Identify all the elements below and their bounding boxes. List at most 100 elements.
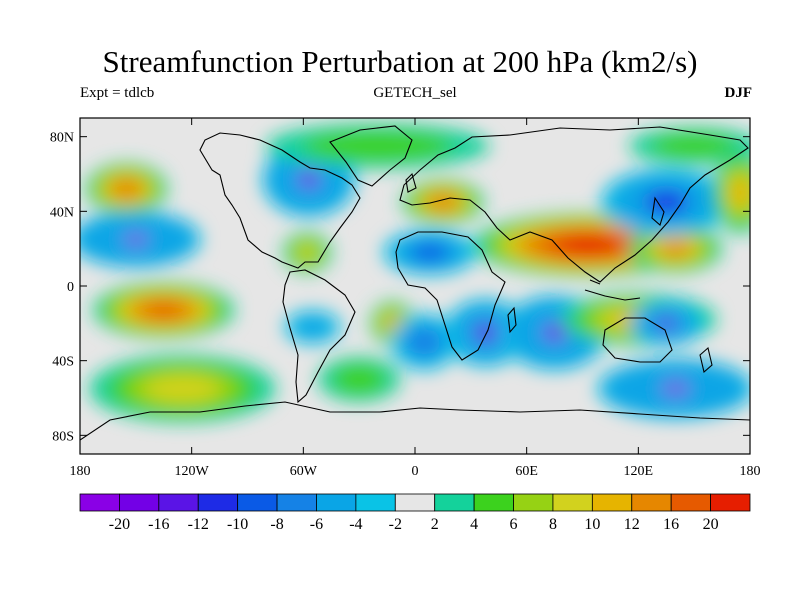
anomaly-11 (383, 230, 477, 275)
x-tick-label: 120W (175, 464, 210, 479)
colorbar-swatch (591, 493, 633, 512)
colorbar-label: 20 (703, 516, 719, 533)
contour-field (80, 123, 750, 423)
colorbar-swatch (316, 493, 357, 512)
experiment-label: Expt = tdlcb (80, 85, 155, 101)
contour-level (298, 171, 320, 188)
colorbar-swatch (79, 493, 120, 512)
colorbar-swatch (355, 493, 396, 512)
y-tick-label: 80N (50, 131, 74, 146)
colorbar-swatch (631, 493, 672, 512)
y-tick-label: 40S (52, 355, 74, 370)
indonesia-outline (584, 279, 641, 301)
contour-level (411, 243, 449, 262)
contour-level (567, 239, 609, 251)
colorbar-label: 6 (510, 516, 518, 533)
x-tick-label: 60E (515, 464, 538, 479)
eurasia-outline (399, 126, 749, 283)
contour-level (650, 133, 738, 159)
axis-ticks: 180 120W 60W 0 60E 120E 180 80N 40N 0 40S 80S (50, 118, 761, 479)
anomaly-7 (284, 310, 341, 344)
contour-level (297, 244, 317, 261)
colorbar-label: -4 (349, 516, 362, 533)
anomaly-10 (401, 179, 484, 225)
colorbar-swatch (119, 493, 160, 512)
anomaly-16 (629, 224, 723, 273)
anomaly-1 (85, 162, 168, 216)
anomaly-4 (89, 355, 276, 423)
colorbar-swatch (276, 493, 317, 512)
contour-level (661, 383, 690, 395)
contour-level (331, 364, 387, 395)
new-zealand-outline (699, 346, 713, 374)
antarctica-outline (80, 401, 750, 441)
contour-level (731, 178, 750, 207)
contour-level (662, 241, 689, 256)
anomaly-20 (597, 358, 750, 419)
dataset-label: GETECH_sel (373, 85, 457, 101)
x-tick-label: 180 (70, 464, 91, 479)
x-tick-label: 120E (624, 464, 654, 479)
colorbar-swatch (158, 493, 199, 512)
y-tick-label: 80S (52, 429, 74, 444)
madagascar-outline (507, 306, 517, 334)
colorbar-swatch (513, 493, 554, 512)
colorbar-label: 8 (549, 516, 557, 533)
colorbar-swatch (394, 493, 436, 512)
africa-outline (395, 231, 506, 361)
anomaly-22 (266, 123, 490, 169)
australia-outline (602, 317, 673, 363)
x-tick-label: 0 (412, 464, 419, 479)
colorbar-swatch (237, 493, 278, 512)
colorbar-label: -2 (389, 516, 402, 533)
greenland-outline (329, 125, 413, 187)
south-america-outline (282, 269, 356, 404)
colorbar-swatch (710, 493, 751, 512)
contour-level (116, 182, 137, 196)
colorbar-swatch (670, 493, 711, 512)
colorbar-swatch (434, 493, 475, 512)
contour-level (474, 323, 498, 343)
colorbar-label: -16 (148, 516, 169, 533)
colorbar-label: 10 (584, 516, 600, 533)
colorbar-label: -10 (227, 516, 248, 533)
colorbar-label: -20 (109, 516, 130, 533)
contour-level (145, 375, 220, 403)
season-label: DJF (724, 85, 753, 101)
anomaly-17 (601, 168, 732, 236)
contour-level (655, 316, 677, 330)
anomaly-19 (629, 300, 704, 346)
colorbar-swatch (552, 493, 593, 512)
anomaly-12 (444, 299, 527, 367)
contour-level (407, 328, 442, 356)
contour-level (123, 234, 148, 245)
japan-outline (651, 196, 665, 226)
anomaly-21 (712, 151, 750, 234)
plot-area (80, 118, 750, 454)
colorbar-label: -12 (188, 516, 209, 533)
contour-level (543, 324, 567, 341)
colorbar: -20 -16 -12 -10 -8 -6 -4 -2 2 4 6 8 10 12 16 20 (79, 493, 751, 533)
colorbar-label: 12 (624, 516, 640, 533)
uk-outline (405, 172, 417, 193)
contour-level (432, 196, 454, 208)
north-america-outline (199, 132, 361, 269)
contour-level (148, 304, 180, 317)
x-tick-label: 180 (740, 464, 761, 479)
colorbar-swatch (473, 493, 514, 512)
contour-level (303, 131, 453, 161)
colorbar-label: -8 (270, 516, 283, 533)
x-tick-label: 60W (290, 464, 318, 479)
y-tick-label: 40N (50, 205, 74, 220)
continents (80, 125, 750, 441)
anomaly-3 (93, 282, 235, 339)
anomaly-14 (502, 295, 607, 370)
colorbar-label: 16 (663, 516, 679, 533)
anomaly-6 (282, 231, 332, 273)
anomaly-13 (390, 314, 458, 370)
contour-level (294, 315, 332, 339)
colorbar-swatch (197, 493, 239, 512)
colorbar-label: 4 (470, 516, 478, 533)
anomaly-9 (318, 356, 401, 402)
